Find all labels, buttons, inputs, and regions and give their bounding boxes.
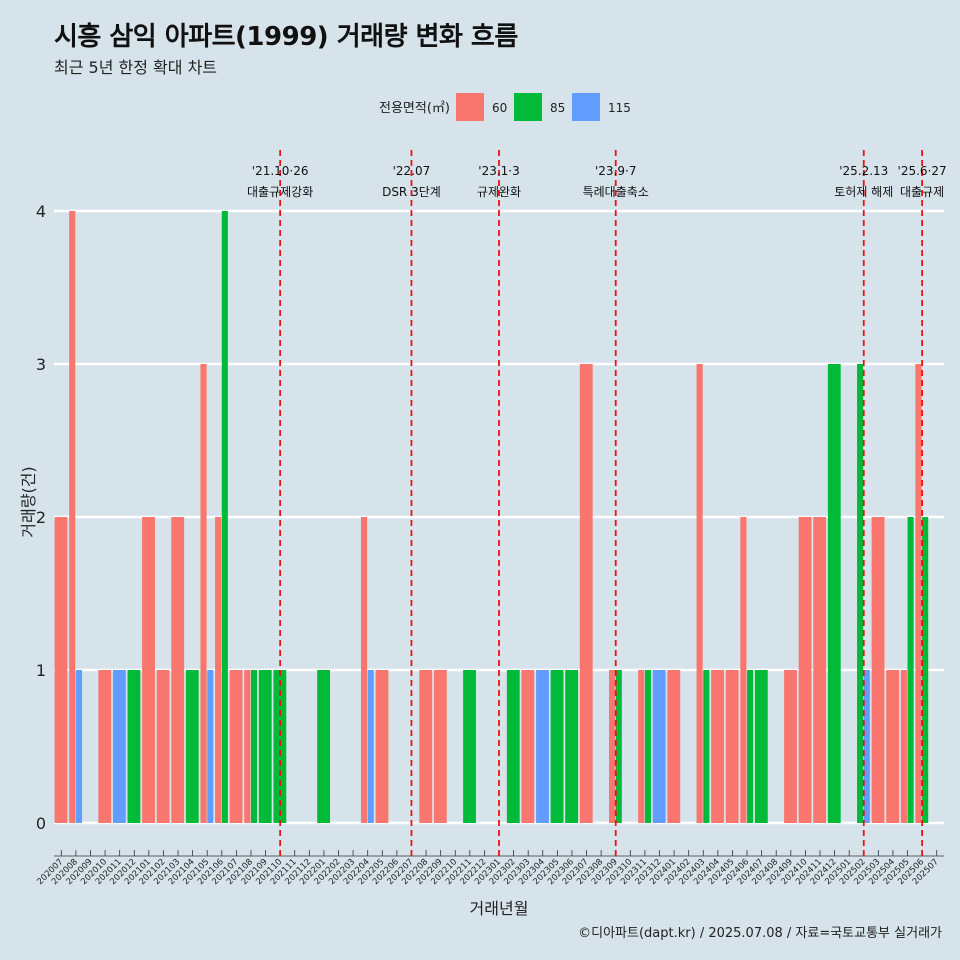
bar-60-202204 [360, 517, 368, 823]
event-name-label: 규제완화 [477, 185, 521, 199]
bar-85-202104 [185, 670, 199, 823]
event-date-label: '22.07 [393, 164, 431, 178]
event-name-label: DSR 3단계 [382, 185, 441, 199]
bar-60-202311 [638, 670, 645, 823]
bar-85-202302 [506, 670, 520, 823]
legend-swatch-85 [514, 93, 542, 121]
bar-60-202411 [813, 517, 827, 823]
bar-115-202502 [863, 670, 870, 823]
bar-85-202305 [550, 670, 564, 823]
bar-60-202505 [900, 670, 907, 823]
bar-60-202405 [725, 670, 739, 823]
bar-60-202404 [711, 670, 724, 823]
bar-85-202306 [565, 670, 579, 823]
bar-85-202311 [644, 670, 652, 823]
bar-60-202307 [579, 364, 593, 823]
source-caption: ©디아파트(dapt.kr) / 2025.07.08 / 자료=국토교통부 실… [578, 926, 942, 941]
event-name-label: 대출규제강화 [247, 185, 313, 199]
legend-label-115: 115 [608, 101, 631, 115]
y-tick-label: 0 [36, 814, 46, 833]
bar-85-202109 [258, 670, 272, 823]
bar-60-202506 [915, 364, 922, 823]
y-tick-label: 4 [36, 202, 46, 221]
x-axis-title: 거래년월 [470, 899, 529, 918]
bar-60-202010 [98, 670, 112, 823]
legend-swatch-115 [572, 93, 600, 121]
bar-85-202309 [615, 670, 622, 823]
bar-115-202008 [75, 670, 82, 823]
y-tick-label: 1 [36, 661, 46, 680]
chart-subtitle: 최근 5년 한정 확대 차트 [54, 58, 218, 77]
bar-85-202106 [221, 211, 228, 823]
bar-85-202406 [747, 670, 754, 823]
bar-60-202209 [433, 670, 447, 823]
bar-60-202105 [200, 364, 207, 823]
bar-85-202012 [127, 670, 141, 823]
bar-60-202309 [609, 670, 616, 823]
bar-85-202201 [317, 670, 331, 823]
bar-60-202503 [871, 517, 885, 823]
bar-85-202412 [827, 364, 841, 823]
y-tick-label: 3 [36, 355, 46, 374]
bar-60-202108 [244, 670, 251, 823]
legend-swatch-60 [456, 93, 484, 121]
bar-115-202312 [652, 670, 666, 823]
bar-60-202409 [784, 670, 797, 823]
bar-85-202110 [273, 670, 287, 823]
bar-85-202211 [463, 670, 476, 823]
bar-60-202205 [375, 670, 389, 823]
bar-60-202008 [69, 211, 76, 823]
bar-85-202403 [703, 670, 710, 823]
event-name-label: 토허제 해제 [834, 185, 893, 199]
event-date-label: '21.10·26 [252, 164, 309, 178]
bar-60-202107 [229, 670, 243, 823]
bar-60-202403 [696, 364, 703, 823]
legend-title: 전용면적(㎡) [379, 101, 450, 116]
bar-60-202208 [419, 670, 433, 823]
bar-60-202102 [156, 670, 170, 823]
legend-label-85: 85 [550, 101, 565, 115]
bar-60-202401 [667, 670, 681, 823]
bar-85-202505 [907, 517, 914, 823]
event-date-label: '23.9·7 [595, 164, 636, 178]
y-tick-label: 2 [36, 508, 46, 527]
bar-85-202502 [857, 364, 864, 823]
event-name-label: 특례대출축소 [583, 185, 649, 199]
bar-115-202105 [207, 670, 214, 823]
bar-60-202103 [171, 517, 185, 823]
bar-85-202407 [754, 670, 768, 823]
bar-60-202106 [215, 517, 222, 823]
event-name-label: 대출규제 [900, 185, 944, 199]
bar-60-202504 [886, 670, 900, 823]
event-date-label: '25.6·27 [898, 164, 947, 178]
chart-title: 시흥 삼익 아파트(1999) 거래량 변화 흐름 [54, 22, 518, 52]
bar-85-202506 [922, 517, 929, 823]
y-axis-title: 거래량(건) [19, 466, 38, 537]
bar-60-202303 [521, 670, 535, 823]
bar-60-202406 [740, 517, 747, 823]
bar-60-202101 [142, 517, 155, 823]
event-date-label: '23.1·3 [478, 164, 519, 178]
bar-115-202011 [112, 670, 126, 823]
bar-60-202007 [54, 517, 68, 823]
legend-label-60: 60 [492, 101, 507, 115]
event-date-label: '25.2.13 [839, 164, 888, 178]
bar-115-202204 [367, 670, 374, 823]
bar-115-202304 [536, 670, 549, 823]
bar-60-202410 [798, 517, 812, 823]
bar-85-202108 [250, 670, 258, 823]
